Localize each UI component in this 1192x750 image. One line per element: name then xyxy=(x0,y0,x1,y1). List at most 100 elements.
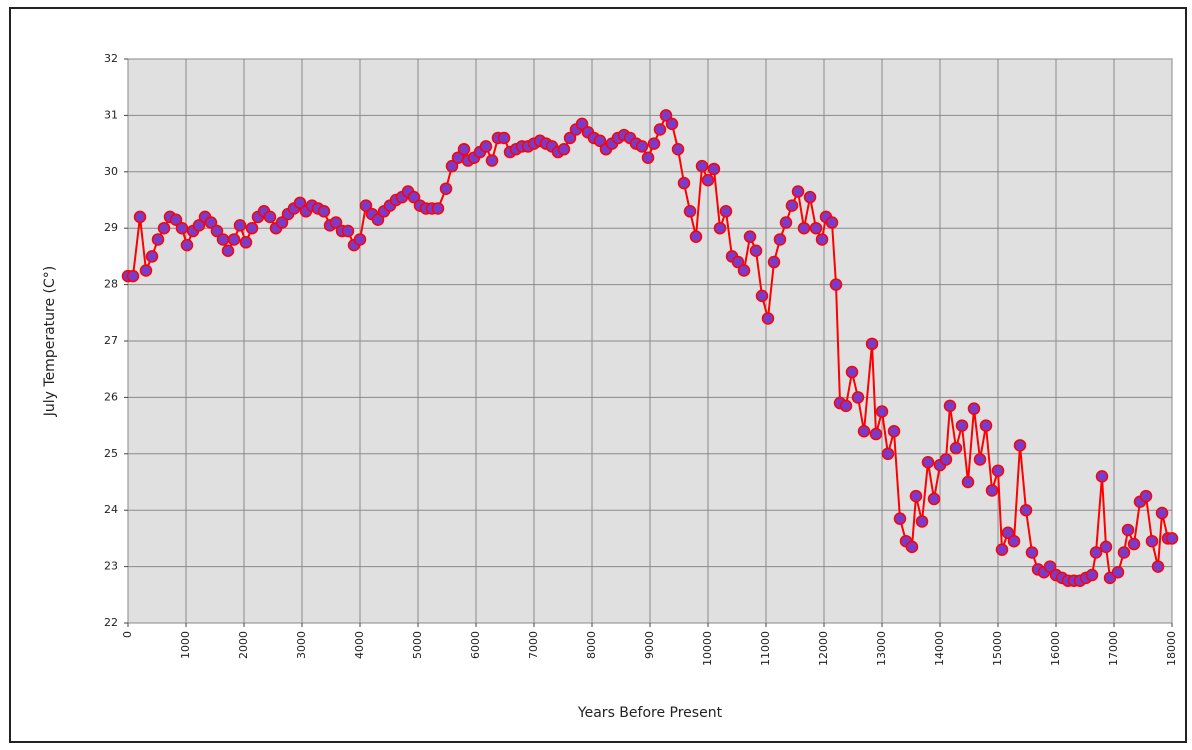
data-point xyxy=(407,190,421,204)
data-point xyxy=(719,205,733,218)
data-point xyxy=(1151,560,1165,573)
data-point xyxy=(865,337,879,351)
x-tick-label: 13000 xyxy=(875,631,888,666)
x-axis-label: Years Before Present xyxy=(577,705,723,721)
data-point xyxy=(221,244,235,258)
data-point xyxy=(180,238,194,252)
data-point xyxy=(695,159,709,173)
data-point xyxy=(893,512,907,525)
data-point xyxy=(233,219,247,232)
y-tick-label: 23 xyxy=(104,560,118,573)
data-point xyxy=(875,405,889,418)
data-point xyxy=(943,399,957,413)
data-point xyxy=(497,131,511,145)
data-point xyxy=(317,205,331,218)
data-point xyxy=(677,176,691,190)
data-point xyxy=(641,151,655,164)
data-point xyxy=(1019,503,1033,517)
data-point xyxy=(825,216,839,229)
data-point xyxy=(839,399,853,413)
x-tick-label: 3000 xyxy=(295,631,308,659)
data-point xyxy=(1155,506,1169,520)
data-point xyxy=(665,117,679,131)
x-tick-label: 17000 xyxy=(1107,631,1120,666)
data-point xyxy=(815,233,829,246)
x-tick-label: 5000 xyxy=(411,631,424,659)
data-point xyxy=(683,205,697,218)
data-point xyxy=(1007,534,1021,548)
y-tick-label: 29 xyxy=(104,221,118,234)
data-point xyxy=(1001,526,1015,540)
data-point xyxy=(1111,565,1125,579)
grid xyxy=(127,58,1173,624)
data-point xyxy=(145,250,159,263)
data-point xyxy=(192,219,206,232)
x-tick-label: 9000 xyxy=(643,631,656,659)
data-point xyxy=(915,515,929,528)
x-tick-label: 18000 xyxy=(1165,631,1178,666)
y-tick-label: 25 xyxy=(104,447,118,460)
data-point xyxy=(731,255,745,269)
data-point xyxy=(1127,537,1141,551)
data-point xyxy=(575,117,589,131)
data-point xyxy=(439,182,453,195)
ticks: 22 23 24 25 26 27 28 29 30 31 32 0 1000 2000 3000 4000 5… xyxy=(104,52,1178,666)
data-point xyxy=(275,216,289,229)
data-point xyxy=(713,221,727,235)
data-point xyxy=(749,244,763,258)
data-point xyxy=(973,453,987,466)
data-point xyxy=(557,142,571,156)
data-point xyxy=(445,159,459,173)
data-point xyxy=(939,453,953,466)
data-point xyxy=(1095,470,1109,483)
data-point xyxy=(985,484,999,497)
data-point xyxy=(773,233,787,246)
y-tick-label: 30 xyxy=(104,165,118,178)
y-tick-label: 32 xyxy=(104,52,118,65)
x-tick-label: 8000 xyxy=(585,631,598,659)
data-point xyxy=(1043,560,1057,573)
data-point xyxy=(737,264,751,277)
data-point xyxy=(133,210,147,224)
data-point xyxy=(353,233,367,246)
data-point xyxy=(779,216,793,229)
data-point xyxy=(785,199,799,212)
x-tick-label: 0 xyxy=(121,631,134,638)
x-tick-label: 12000 xyxy=(817,631,830,666)
data-point xyxy=(869,427,883,441)
data-point xyxy=(809,221,823,235)
data-point xyxy=(1025,546,1039,559)
y-tick-label: 22 xyxy=(104,616,118,629)
data-point xyxy=(949,441,963,455)
x-tick-label: 1000 xyxy=(179,631,192,659)
data-point xyxy=(955,419,969,432)
data-point xyxy=(210,224,224,238)
data-point xyxy=(909,489,923,503)
x-tick-label: 7000 xyxy=(527,631,540,659)
y-tick-label: 24 xyxy=(104,503,118,516)
data-point xyxy=(755,289,769,303)
data-point xyxy=(169,213,183,226)
data-point xyxy=(1139,489,1153,503)
data-point xyxy=(659,109,673,122)
data-point xyxy=(961,475,975,489)
data-point xyxy=(967,402,981,415)
x-tick-label: 16000 xyxy=(1049,631,1062,666)
marks xyxy=(121,109,1179,587)
data-point xyxy=(991,464,1005,477)
data-point xyxy=(829,278,843,291)
data-point xyxy=(701,174,715,187)
data-point xyxy=(881,447,895,461)
y-tick-label: 31 xyxy=(104,108,118,121)
data-point xyxy=(1099,540,1113,554)
data-point xyxy=(905,540,919,554)
data-point xyxy=(797,221,811,235)
data-point xyxy=(263,210,277,224)
data-point xyxy=(635,140,649,153)
data-point xyxy=(671,142,685,156)
data-point xyxy=(359,199,373,212)
data-point xyxy=(857,424,871,438)
data-point xyxy=(803,190,817,204)
data-point xyxy=(245,221,259,235)
